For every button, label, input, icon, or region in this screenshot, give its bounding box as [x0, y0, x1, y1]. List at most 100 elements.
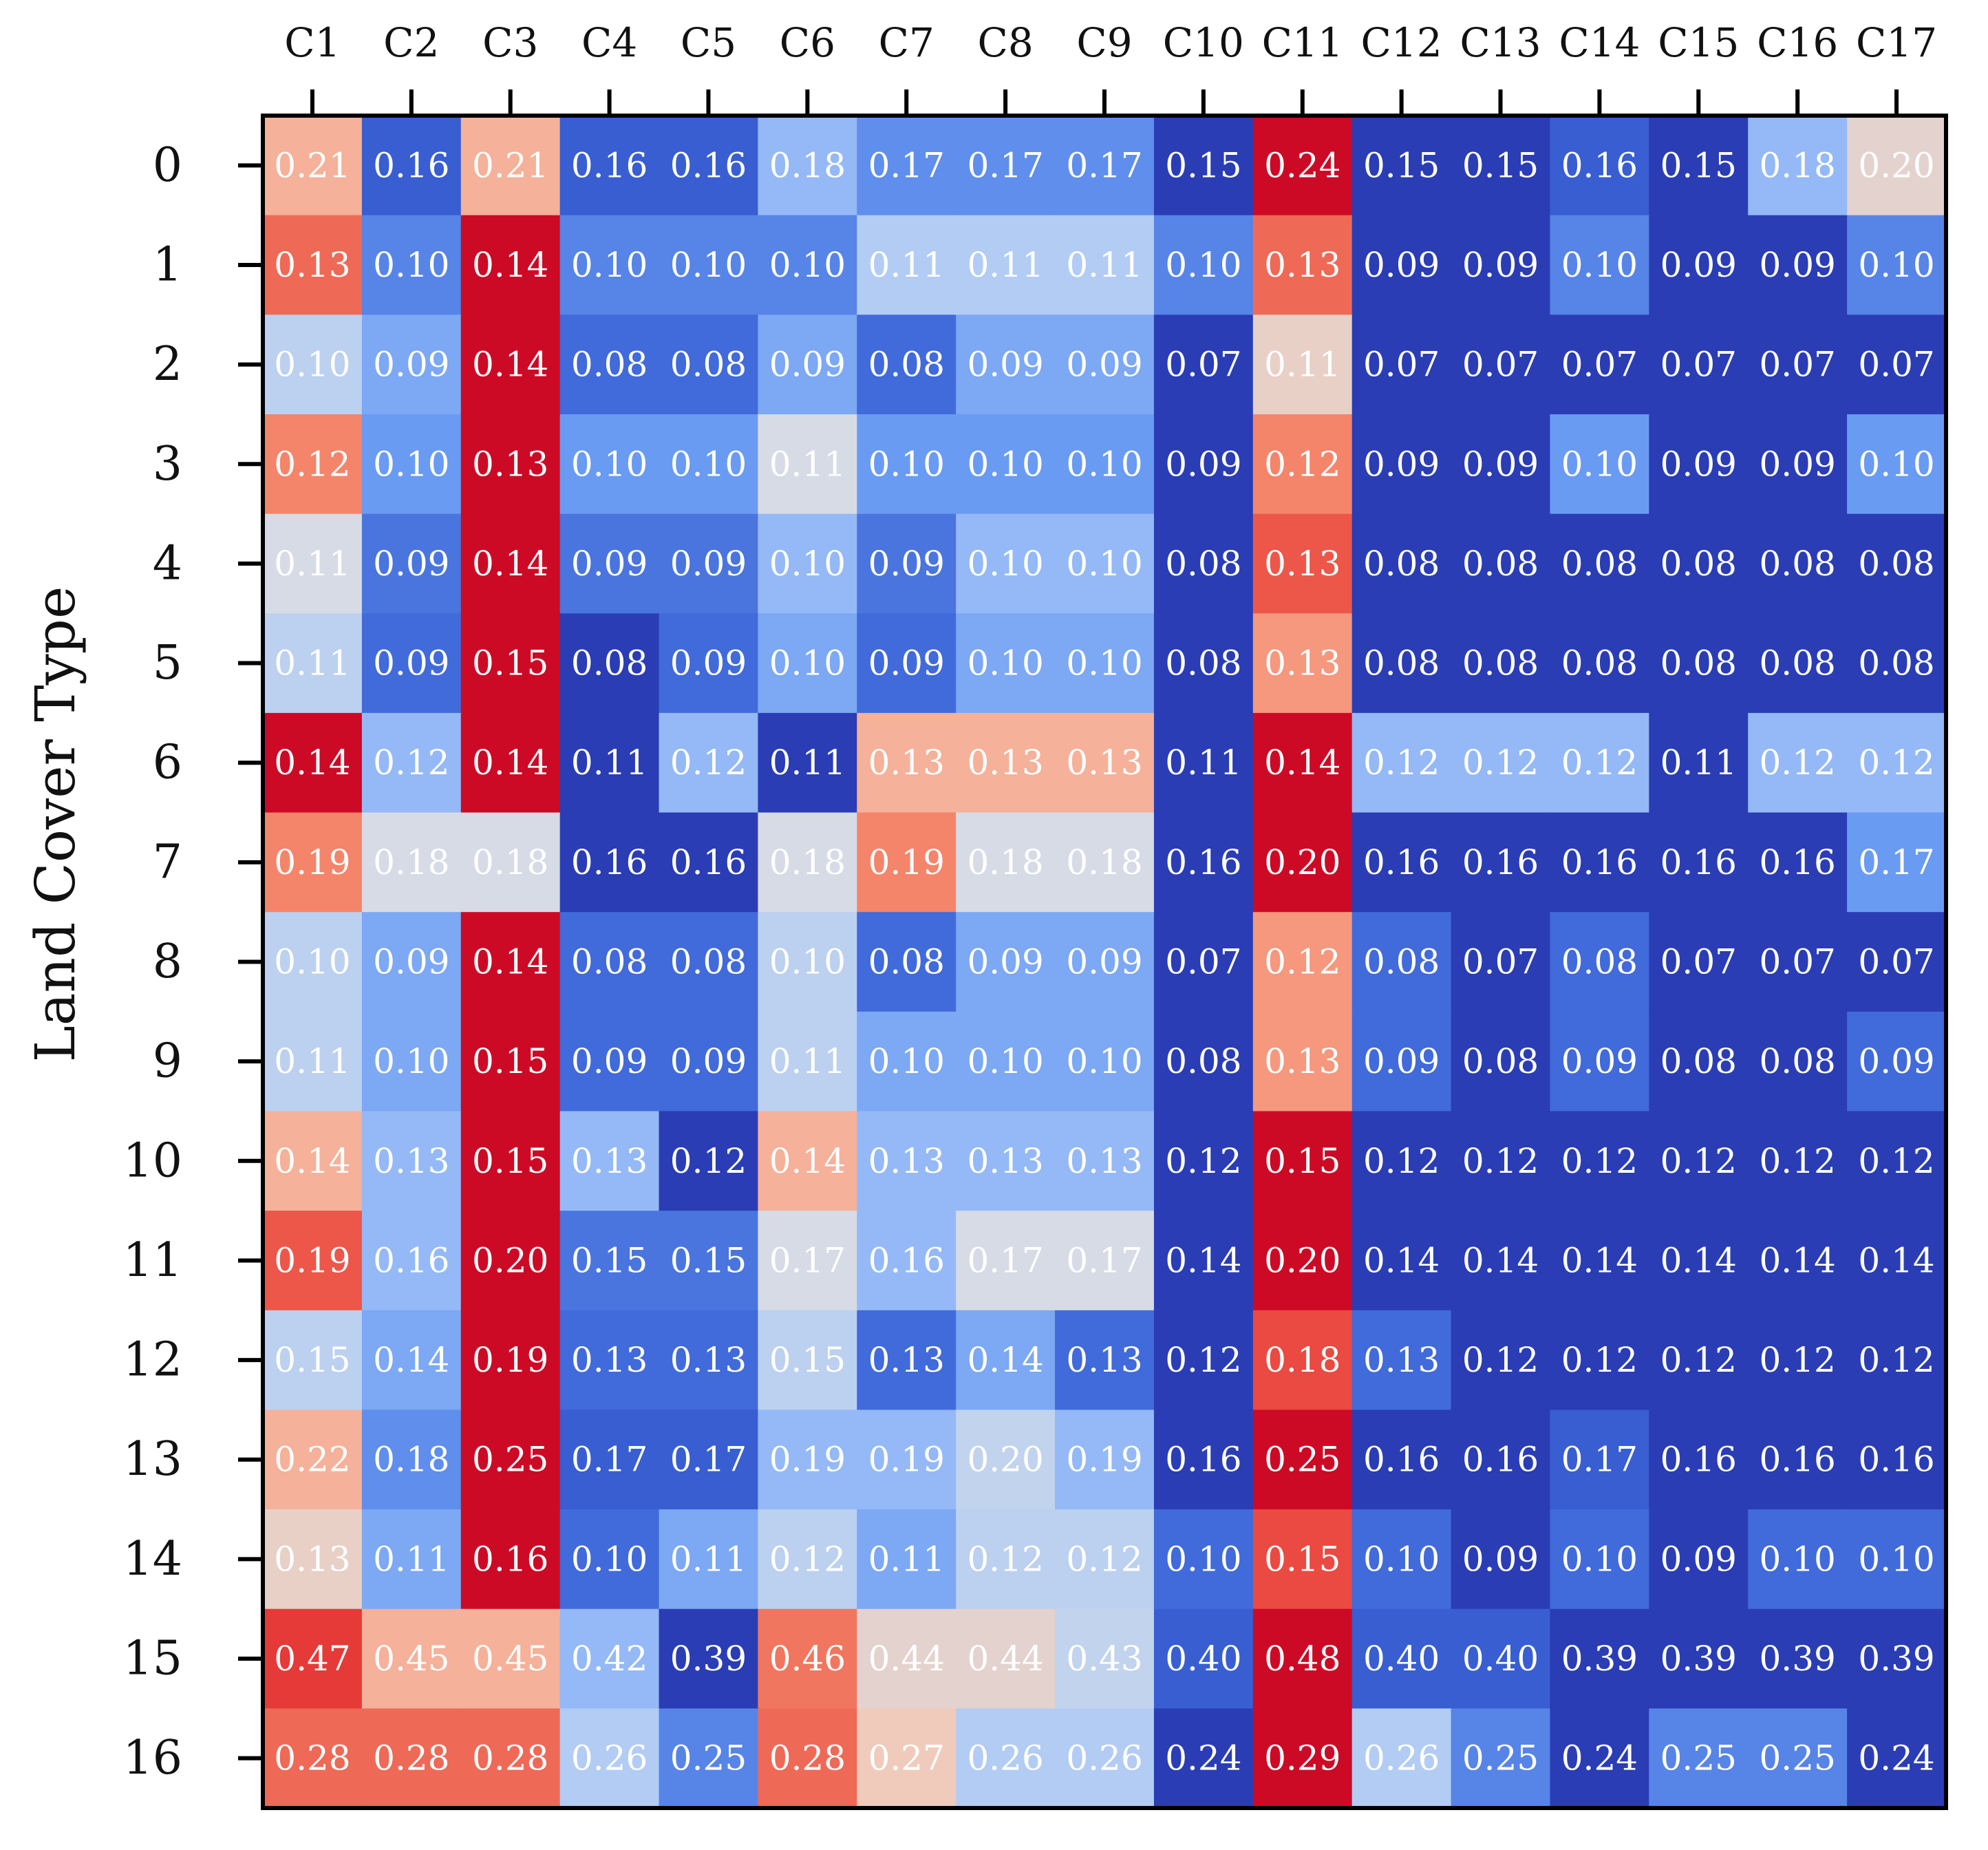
cell-value-label: 0.26 [967, 1739, 1043, 1778]
row-label: 14 [122, 1532, 182, 1586]
heatmap-cell [659, 116, 759, 216]
cell-value-label: 0.12 [1660, 1340, 1737, 1380]
cell-value-label: 0.26 [1363, 1739, 1440, 1778]
heatmap-cell [857, 613, 956, 714]
heatmap-cell [1451, 215, 1551, 315]
heatmap-cell [1748, 1111, 1848, 1211]
cell-value-label: 0.15 [670, 1240, 747, 1280]
heatmap-cell [361, 215, 462, 315]
cell-value-label: 0.08 [1561, 942, 1638, 982]
cell-value-label: 0.10 [1363, 1539, 1440, 1579]
heatmap-cell [1153, 1011, 1254, 1112]
row-label: 1 [153, 237, 182, 292]
cell-value-label: 0.12 [1561, 1340, 1638, 1380]
cell-value-label: 0.28 [769, 1739, 846, 1778]
heatmap-cell [460, 1608, 561, 1709]
heatmap-cell [1847, 1011, 1947, 1112]
heatmap-cell [758, 712, 857, 814]
heatmap-cell [1252, 1011, 1353, 1112]
heatmap-cell [758, 613, 857, 714]
cell-value-label: 0.15 [1363, 145, 1440, 185]
cell-value-label: 0.11 [274, 1041, 350, 1081]
cell-value-label: 0.14 [472, 544, 548, 584]
cell-value-label: 0.13 [571, 1141, 648, 1181]
cell-value-label: 0.25 [1660, 1739, 1737, 1778]
heatmap-cell [659, 1011, 759, 1112]
cell-value-label: 0.10 [1760, 1539, 1836, 1579]
cell-value-label: 0.10 [1561, 444, 1638, 484]
cell-value-label: 0.26 [1066, 1739, 1142, 1778]
cell-value-label: 0.28 [274, 1739, 350, 1778]
column-label: C3 [482, 19, 538, 66]
heatmap-cell [1847, 1708, 1947, 1809]
heatmap-cell [1351, 912, 1452, 1012]
heatmap-cell [263, 1410, 363, 1510]
cell-value-label: 0.16 [1462, 842, 1539, 882]
heatmap-cell [559, 1708, 660, 1809]
heatmap-cell [1055, 812, 1155, 913]
heatmap-cell [1451, 1608, 1551, 1709]
cell-value-label: 0.16 [571, 145, 648, 185]
cell-value-label: 0.48 [1264, 1639, 1340, 1679]
heatmap-cell [559, 1211, 660, 1311]
cell-value-label: 0.26 [571, 1739, 648, 1778]
heatmap-cell [1550, 812, 1649, 913]
heatmap-cell [1351, 1608, 1452, 1709]
cell-value-label: 0.14 [1660, 1240, 1737, 1280]
heatmap-cell [361, 1410, 462, 1510]
heatmap-cell [1351, 1111, 1452, 1211]
heatmap-cell [1055, 1608, 1155, 1709]
heatmap-cell [1649, 1211, 1749, 1311]
heatmap-cell [1748, 613, 1848, 714]
cell-value-label: 0.08 [1165, 544, 1241, 584]
heatmap-cell [1550, 414, 1649, 515]
row-label: 7 [153, 835, 182, 889]
cell-value-label: 0.10 [769, 245, 846, 285]
heatmap-cell [1153, 215, 1254, 315]
heatmap-cell [1252, 912, 1353, 1012]
heatmap-cell [758, 1708, 857, 1809]
cell-value-label: 0.11 [571, 743, 648, 783]
heatmap-cell [361, 1111, 462, 1211]
heatmap-cell [559, 414, 660, 515]
cell-value-label: 0.09 [1660, 444, 1737, 484]
cell-value-label: 0.18 [769, 842, 846, 882]
heatmap-cell [857, 712, 956, 814]
cell-value-label: 0.11 [769, 444, 846, 484]
cell-value-label: 0.07 [1561, 345, 1638, 385]
heatmap-cell [1351, 1211, 1452, 1311]
cell-value-label: 0.18 [769, 145, 846, 185]
cell-value-label: 0.16 [1858, 1440, 1934, 1480]
cell-value-label: 0.08 [1760, 644, 1836, 683]
heatmap-cell [1055, 1011, 1155, 1112]
cell-value-label: 0.12 [1462, 743, 1539, 783]
cell-value-label: 0.08 [571, 942, 648, 982]
cell-value-label: 0.12 [1165, 1141, 1241, 1181]
heatmap-cell [559, 1011, 660, 1112]
column-label: C13 [1460, 19, 1541, 66]
heatmap-cell [659, 1608, 759, 1709]
cell-value-label: 0.24 [1264, 145, 1340, 185]
cell-value-label: 0.09 [967, 942, 1043, 982]
cell-value-label: 0.40 [1165, 1639, 1241, 1679]
heatmap-cell [956, 116, 1056, 216]
heatmap-cell [1748, 1708, 1848, 1809]
row-label: 10 [122, 1134, 182, 1188]
cell-value-label: 0.13 [967, 1141, 1043, 1181]
heatmap-cell [1351, 315, 1452, 415]
cell-value-label: 0.08 [1165, 644, 1241, 683]
cell-value-label: 0.13 [274, 1539, 350, 1579]
heatmap-cell [1451, 315, 1551, 415]
cell-value-label: 0.08 [670, 345, 747, 385]
row-label: 15 [122, 1632, 182, 1686]
column-label: C17 [1856, 19, 1937, 66]
cell-value-label: 0.15 [1660, 145, 1737, 185]
cell-value-label: 0.12 [1462, 1141, 1539, 1181]
heatmap-cell [361, 513, 462, 614]
heatmap-cell [460, 1410, 561, 1510]
cell-value-label: 0.09 [1561, 1041, 1638, 1081]
column-label: C14 [1559, 19, 1640, 66]
cell-value-label: 0.16 [1760, 842, 1836, 882]
cell-value-label: 0.19 [274, 842, 350, 882]
heatmap-cell [1649, 812, 1749, 913]
